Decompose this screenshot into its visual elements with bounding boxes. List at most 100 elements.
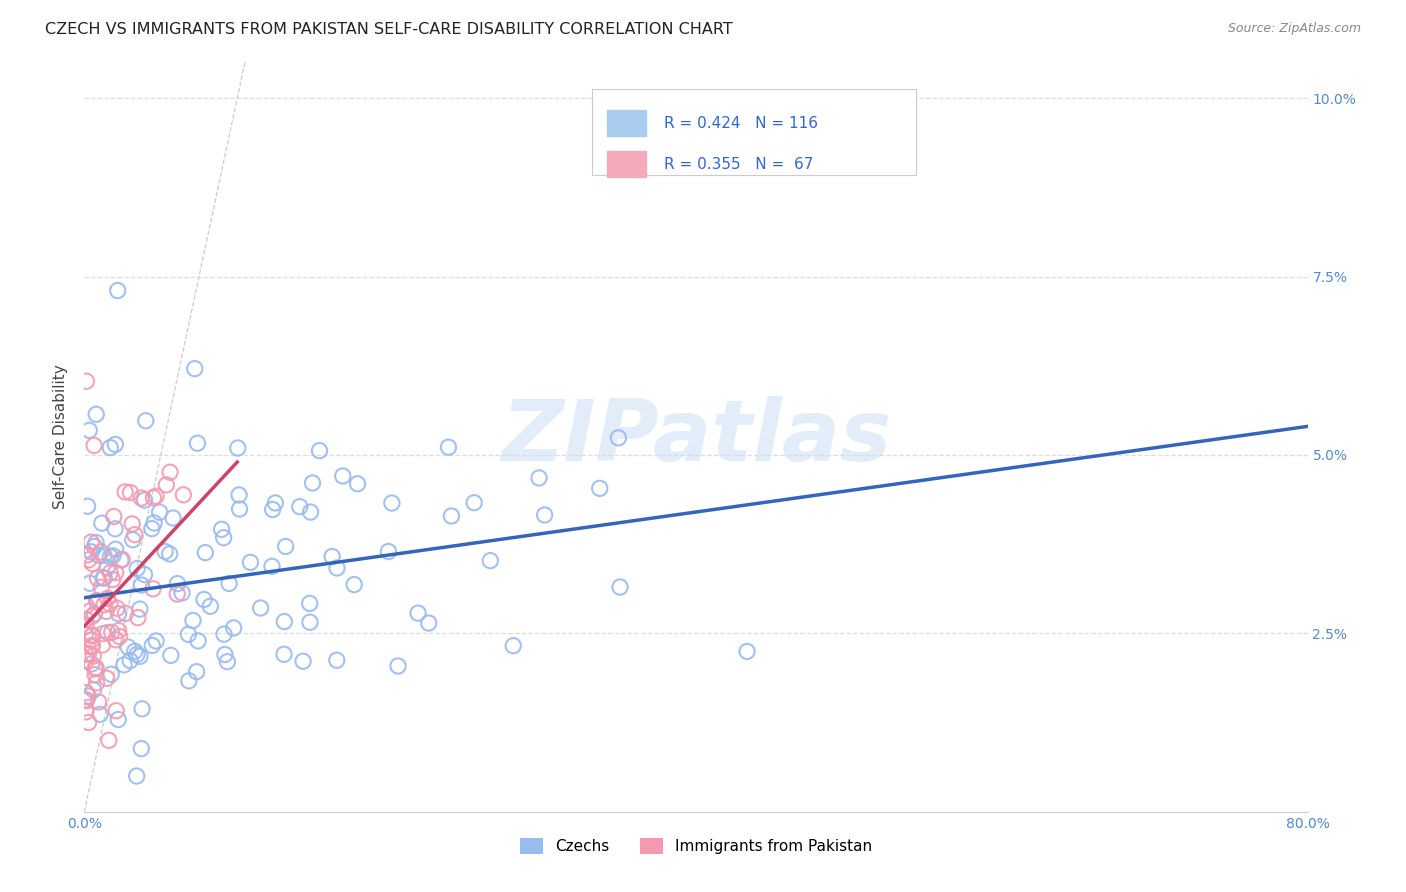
Czechs	[346, 476, 368, 491]
Czechs	[83, 682, 105, 697]
Czechs	[292, 654, 315, 668]
Czechs	[194, 546, 217, 560]
Immigrants from Pakistan	[80, 632, 103, 647]
Czechs	[273, 615, 295, 629]
Czechs	[83, 540, 105, 554]
Immigrants from Pakistan	[75, 599, 97, 613]
Immigrants from Pakistan	[127, 610, 149, 624]
Czechs	[77, 689, 100, 703]
Immigrants from Pakistan	[80, 629, 103, 643]
Immigrants from Pakistan	[155, 478, 177, 492]
Immigrants from Pakistan	[84, 661, 107, 675]
Czechs	[97, 625, 120, 640]
Immigrants from Pakistan	[104, 566, 127, 580]
Immigrants from Pakistan	[77, 553, 100, 567]
Immigrants from Pakistan	[105, 601, 128, 615]
Czechs	[80, 545, 103, 559]
Czechs	[308, 443, 330, 458]
Czechs	[239, 555, 262, 569]
Immigrants from Pakistan	[80, 535, 103, 549]
Legend: Czechs, Immigrants from Pakistan: Czechs, Immigrants from Pakistan	[513, 832, 879, 860]
Czechs	[107, 607, 129, 621]
Immigrants from Pakistan	[77, 646, 100, 660]
Immigrants from Pakistan	[75, 648, 97, 662]
Czechs	[101, 549, 124, 563]
Immigrants from Pakistan	[84, 662, 107, 676]
Czechs	[343, 577, 366, 591]
Immigrants from Pakistan	[90, 580, 112, 594]
Czechs	[260, 559, 283, 574]
Czechs	[299, 505, 322, 519]
Immigrants from Pakistan	[142, 491, 165, 505]
Czechs	[177, 673, 200, 688]
Czechs	[298, 615, 321, 630]
Czechs	[212, 531, 235, 545]
Czechs	[131, 702, 153, 716]
Czechs	[160, 648, 183, 663]
Czechs	[100, 667, 122, 681]
Immigrants from Pakistan	[103, 509, 125, 524]
Immigrants from Pakistan	[91, 638, 114, 652]
Czechs	[609, 580, 631, 594]
Czechs	[381, 496, 404, 510]
Czechs	[112, 657, 135, 672]
Immigrants from Pakistan	[79, 604, 101, 618]
Czechs	[131, 741, 153, 756]
Czechs	[226, 441, 249, 455]
Czechs	[104, 437, 127, 451]
Immigrants from Pakistan	[97, 733, 120, 747]
Czechs	[83, 607, 105, 621]
Immigrants from Pakistan	[82, 649, 104, 664]
Czechs	[321, 549, 343, 564]
Immigrants from Pakistan	[75, 374, 97, 388]
Czechs	[479, 554, 502, 568]
Immigrants from Pakistan	[124, 527, 146, 541]
Czechs	[166, 576, 188, 591]
Immigrants from Pakistan	[114, 484, 136, 499]
Czechs	[91, 571, 114, 585]
Czechs	[217, 655, 239, 669]
Immigrants from Pakistan	[82, 557, 104, 571]
Czechs	[127, 561, 149, 575]
Immigrants from Pakistan	[107, 624, 129, 638]
Immigrants from Pakistan	[91, 626, 114, 640]
Czechs	[79, 576, 101, 591]
Czechs	[93, 571, 115, 585]
Immigrants from Pakistan	[101, 573, 124, 587]
Czechs	[735, 644, 758, 658]
Immigrants from Pakistan	[82, 628, 104, 642]
Immigrants from Pakistan	[80, 640, 103, 654]
Czechs	[228, 502, 250, 516]
Czechs	[117, 640, 139, 654]
Czechs	[437, 440, 460, 454]
Immigrants from Pakistan	[90, 545, 112, 559]
Czechs	[107, 284, 129, 298]
FancyBboxPatch shape	[592, 88, 917, 175]
Immigrants from Pakistan	[82, 639, 104, 653]
Czechs	[110, 553, 132, 567]
Czechs	[377, 544, 399, 558]
Czechs	[301, 475, 323, 490]
Czechs	[298, 596, 321, 610]
Immigrants from Pakistan	[82, 609, 104, 624]
Immigrants from Pakistan	[93, 598, 115, 612]
Czechs	[200, 599, 222, 614]
Czechs	[125, 769, 148, 783]
Text: CZECH VS IMMIGRANTS FROM PAKISTAN SELF-CARE DISABILITY CORRELATION CHART: CZECH VS IMMIGRANTS FROM PAKISTAN SELF-C…	[45, 22, 733, 37]
Y-axis label: Self-Care Disability: Self-Care Disability	[53, 365, 69, 509]
Czechs	[533, 508, 555, 522]
Czechs	[463, 496, 485, 510]
Czechs	[125, 648, 148, 662]
Czechs	[273, 648, 295, 662]
Czechs	[87, 548, 110, 562]
Immigrants from Pakistan	[121, 516, 143, 531]
Immigrants from Pakistan	[120, 485, 142, 500]
Czechs	[187, 633, 209, 648]
Czechs	[80, 657, 103, 671]
Czechs	[145, 634, 167, 648]
Czechs	[121, 533, 143, 547]
Text: R = 0.424   N = 116: R = 0.424 N = 116	[664, 116, 818, 130]
Immigrants from Pakistan	[83, 438, 105, 452]
Czechs	[387, 659, 409, 673]
Czechs	[214, 648, 236, 662]
